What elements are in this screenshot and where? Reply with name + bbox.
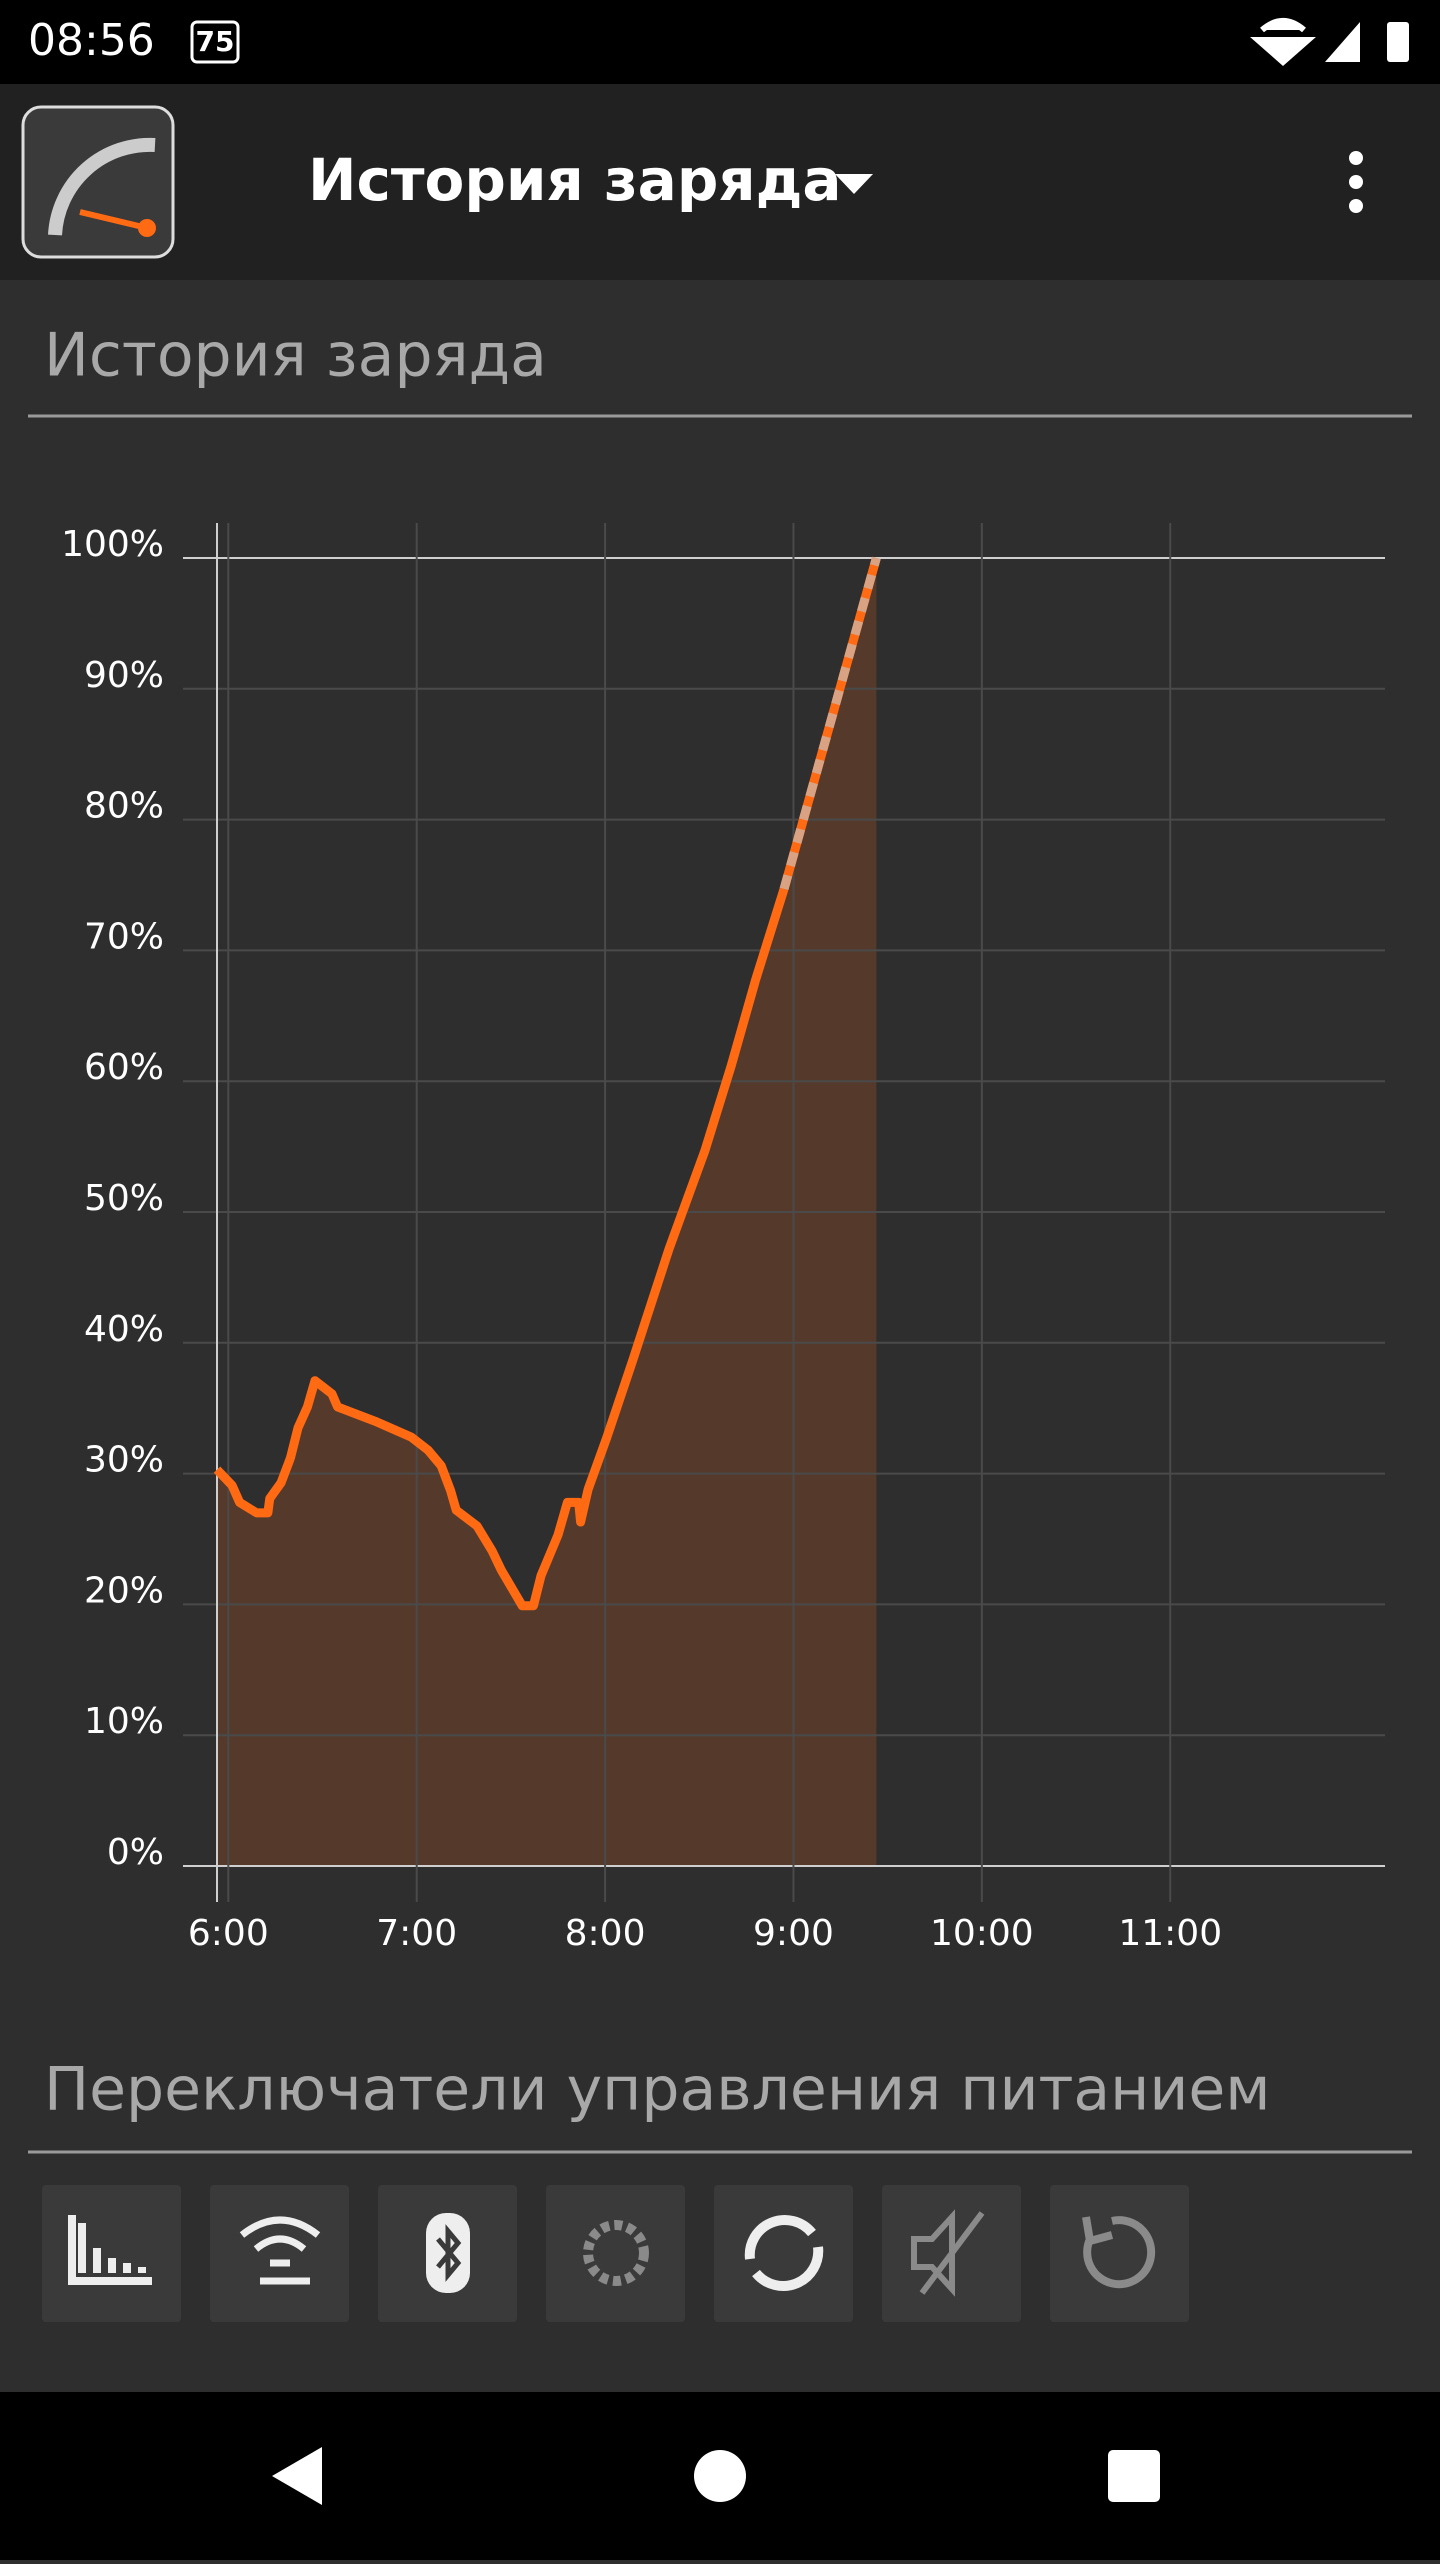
toggle-button[interactable]: [210, 2185, 349, 2322]
app-bar: [0, 84, 1440, 280]
status-bar: [0, 0, 1440, 84]
toggle-button[interactable]: [714, 2185, 853, 2322]
toggle-button[interactable]: [546, 2185, 685, 2322]
toggle-icon: [68, 2215, 152, 2285]
gauge-dot: [138, 219, 156, 237]
toggle-button[interactable]: [1050, 2185, 1189, 2322]
app-title[interactable]: История заряда: [308, 146, 842, 214]
app-icon[interactable]: [21, 105, 175, 259]
y-tick-label: 50%: [84, 1178, 164, 1219]
menu-dot[interactable]: [1349, 151, 1363, 165]
y-tick-label: 0%: [107, 1832, 164, 1873]
x-tick-label: 9:00: [753, 1913, 834, 1954]
area-fill: [217, 558, 877, 1866]
y-tick-label: 100%: [61, 524, 164, 565]
battery-icon: [1387, 22, 1409, 62]
toggle-icon: [911, 2209, 985, 2297]
nav-back[interactable]: [272, 2447, 322, 2505]
badge-frame: [190, 20, 240, 64]
nav-recents[interactable]: [1108, 2450, 1160, 2502]
y-tick-label: 40%: [84, 1309, 164, 1350]
wifi-icon: [1250, 18, 1316, 66]
nav-home[interactable]: [694, 2450, 746, 2502]
section-title: Переключатели управления питанием: [44, 2055, 1271, 2125]
x-tick-label: 6:00: [188, 1913, 269, 1954]
x-tick-label: 10:00: [930, 1913, 1034, 1954]
section-title: История заряда: [44, 321, 547, 391]
dropdown-arrow[interactable]: [835, 174, 873, 194]
gauge-arc: [48, 137, 156, 236]
toggle-icon: [583, 2220, 649, 2286]
y-tick-label: 30%: [84, 1440, 164, 1481]
y-tick-label: 60%: [84, 1047, 164, 1088]
x-tick-label: 7:00: [376, 1913, 457, 1954]
x-tick-label: 8:00: [565, 1913, 646, 1954]
menu-dot[interactable]: [1349, 175, 1363, 189]
toggle-icon: [239, 2216, 321, 2285]
toggle-bar: [42, 2185, 1189, 2322]
gauge-needle: [79, 209, 148, 231]
status-badge: 75: [196, 25, 235, 58]
x-tick-label: 11:00: [1118, 1913, 1222, 1954]
toggle-icon: [1082, 2216, 1156, 2289]
y-tick-label: 80%: [84, 786, 164, 827]
toggle-button[interactable]: [42, 2185, 181, 2322]
menu-dot[interactable]: [1349, 199, 1363, 213]
chart: 0% 10% 20% 30% 40% 50% 60% 70% 80% 90% 100% 6:00 7:0…: [61, 523, 1385, 1954]
y-tick-label: 70%: [84, 916, 164, 957]
signal-icon: [1325, 22, 1360, 62]
overflow-menu[interactable]: [1349, 151, 1363, 213]
toggle-icon: [744, 2215, 824, 2291]
y-tick-label: 20%: [84, 1570, 164, 1611]
toggle-icon: [436, 2224, 462, 2282]
y-tick-label: 90%: [84, 655, 164, 696]
y-tick-label: 10%: [84, 1701, 164, 1742]
charge-line: [213, 887, 789, 1611]
projection-dashes: [779, 556, 881, 891]
status-time: 08:56: [28, 15, 155, 66]
